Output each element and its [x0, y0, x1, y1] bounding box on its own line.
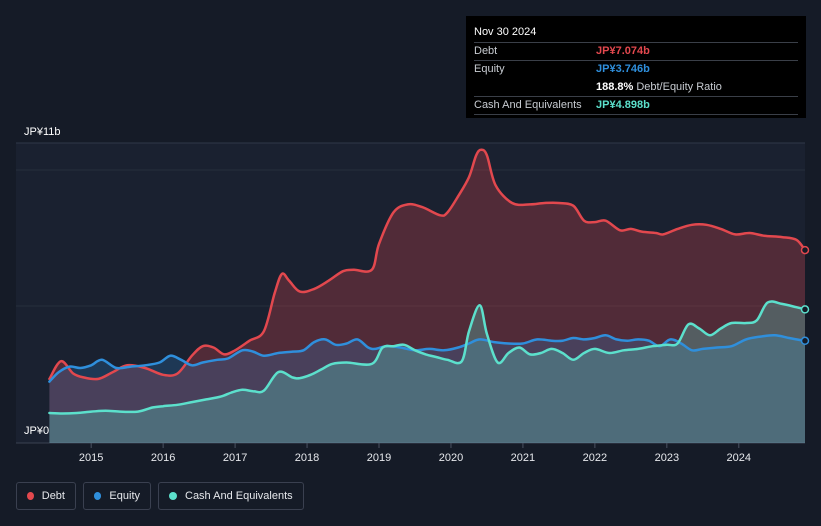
tooltip-cash-label: Cash And Equivalents — [474, 99, 582, 111]
tooltip-date: Nov 30 2024 — [474, 26, 537, 38]
x-tick-label: 2016 — [151, 452, 175, 464]
equity-end-marker[interactable] — [800, 336, 810, 346]
tooltip-equity-value: JP¥3.746b — [596, 63, 650, 75]
tooltip-debt-row: Debt JP¥7.074b — [474, 42, 798, 60]
legend-debt-label: Debt — [41, 490, 65, 502]
debt-line — [48, 148, 807, 381]
x-tick-label: 2018 — [295, 452, 319, 464]
debt-area — [49, 149, 805, 443]
tooltip-equity-label: Equity — [474, 63, 505, 75]
x-tick-label: 2023 — [655, 452, 679, 464]
tooltip-panel: Nov 30 2024 Debt JP¥7.074b Equity JP¥3.7… — [466, 16, 806, 118]
tooltip-cash-value: JP¥4.898b — [596, 99, 650, 111]
x-tick-label: 2022 — [583, 452, 607, 464]
y-axis-min-label: JP¥0 — [24, 425, 49, 437]
tooltip-debt-value: JP¥7.074b — [596, 45, 650, 57]
cash-area — [49, 301, 805, 443]
y-axis-max-label: JP¥11b — [24, 126, 61, 138]
tooltip-ratio-label: Debt/Equity Ratio — [636, 81, 722, 93]
cash-end-marker[interactable] — [800, 305, 810, 314]
tooltip-ratio-value: 188.8% — [596, 81, 634, 93]
legend-cash-dot — [169, 492, 177, 500]
tooltip-cash-row: Cash And Equivalents JP¥4.898b — [474, 96, 798, 115]
x-tick-label: 2021 — [511, 452, 535, 464]
legend-equity-label: Equity — [109, 490, 140, 502]
legend-equity[interactable]: Equity — [83, 482, 151, 510]
legend-debt-dot — [27, 492, 34, 500]
tooltip-debt-label: Debt — [474, 45, 498, 57]
x-tick-label: 2017 — [223, 452, 247, 464]
x-tick-label: 2019 — [367, 452, 391, 464]
tooltip-equity-row: Equity JP¥3.746b — [474, 60, 798, 78]
legend-cash[interactable]: Cash And Equivalents — [158, 482, 304, 510]
tooltip-ratio-row: 188.8% Debt/Equity Ratio — [474, 78, 798, 96]
legend-debt[interactable]: Debt — [16, 482, 76, 510]
x-tick-label: 2024 — [727, 452, 751, 464]
cash-line — [48, 300, 807, 415]
x-tick-label: 2020 — [439, 452, 463, 464]
legend-cash-label: Cash And Equivalents — [185, 490, 293, 502]
x-tick-label: 2015 — [79, 452, 103, 464]
plot-highlight-band — [16, 143, 805, 443]
x-axis-ticks: 2015 2016 2017 2018 2019 2020 2021 2022 2023 2024 — [79, 443, 751, 464]
debt-end-marker[interactable] — [800, 245, 810, 255]
legend-equity-dot — [94, 492, 102, 500]
equity-area — [49, 335, 805, 443]
